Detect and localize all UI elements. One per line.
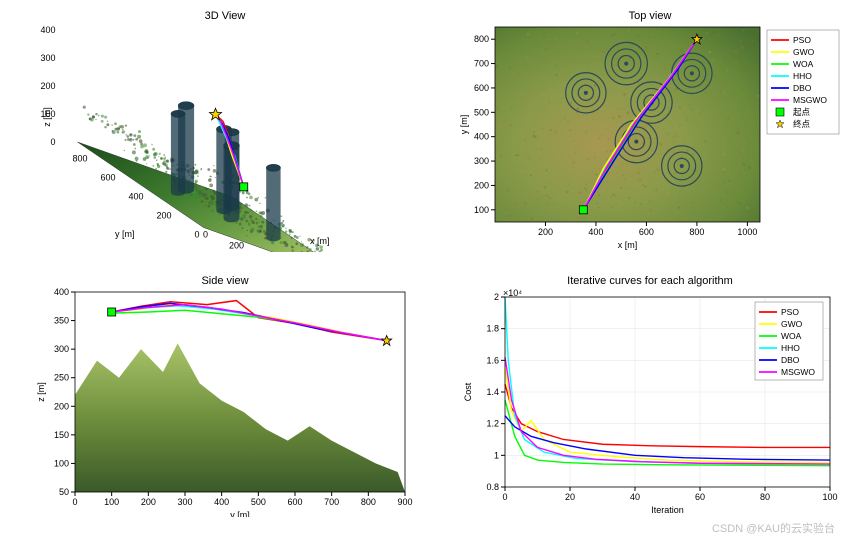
panel-3d: 3D View 0100200300400z [m]0200400600800y… [30,10,420,255]
panel-curves: Iterative curves for each algorithm 0 20 4… [455,275,845,520]
svg-text:y [m]: y [m] [459,115,469,135]
svg-text:终点: 终点 [793,119,811,129]
svg-text:0: 0 [502,492,507,502]
svg-text:MSGWO: MSGWO [781,367,815,377]
svg-text:z [m]: z [m] [42,107,52,127]
svg-text:0: 0 [194,230,199,240]
svg-text:80: 80 [760,492,770,502]
panel-side: Side view 0 100 200 300 400 500 600 700 800 900 50… [30,275,420,520]
svg-text:1.2: 1.2 [486,419,499,429]
svg-text:800: 800 [474,34,489,44]
svg-text:400: 400 [128,192,143,202]
svg-text:400: 400 [54,287,69,297]
plot-curves: 0 20 40 60 80 100 0.8 1 1.2 1.4 1.6 1.8 2 Iteration Co… [455,287,845,517]
svg-text:800: 800 [689,227,704,237]
svg-text:600: 600 [100,173,115,183]
svg-text:x [m]: x [m] [310,236,330,246]
svg-text:600: 600 [287,497,302,507]
plot-top: 200 400 600 800 1000 100 200 300 400 500 600 700 800… [455,22,845,252]
svg-text:DBO: DBO [781,355,800,365]
svg-text:WOA: WOA [781,331,802,341]
svg-text:100: 100 [822,492,837,502]
svg-text:0: 0 [50,137,55,147]
panel-curves-title: Iterative curves for each algorithm [455,275,845,287]
svg-text:1.4: 1.4 [486,387,499,397]
svg-text:y [m]: y [m] [115,229,135,239]
svg-text:400: 400 [40,25,55,35]
plot-side: 0 100 200 300 400 500 600 700 800 900 50 100 150 200 2… [30,287,420,517]
svg-text:200: 200 [474,180,489,190]
svg-text:起点: 起点 [793,107,811,117]
svg-text:z [m]: z [m] [36,382,46,402]
svg-text:0: 0 [72,497,77,507]
svg-text:800: 800 [72,154,87,164]
svg-text:60: 60 [695,492,705,502]
svg-text:1000: 1000 [737,227,757,237]
svg-text:300: 300 [474,156,489,166]
svg-text:DBO: DBO [793,83,812,93]
svg-text:900: 900 [397,497,412,507]
svg-text:0: 0 [203,230,208,240]
svg-text:x [m]: x [m] [618,240,638,250]
svg-text:400: 400 [214,497,229,507]
svg-text:0.8: 0.8 [486,482,499,492]
svg-text:MSGWO: MSGWO [793,95,827,105]
svg-text:2: 2 [494,292,499,302]
svg-text:200: 200 [229,241,244,251]
svg-text:400: 400 [588,227,603,237]
svg-text:600: 600 [639,227,654,237]
svg-text:y [m]: y [m] [230,510,250,517]
svg-text:×10⁴: ×10⁴ [503,288,522,298]
svg-text:600: 600 [474,83,489,93]
svg-text:HHO: HHO [793,71,812,81]
plot-3d: 0100200300400z [m]0200400600800y [m]0200… [30,22,420,252]
panel-3d-title: 3D View [30,10,420,22]
svg-text:500: 500 [251,497,266,507]
svg-text:HHO: HHO [781,343,800,353]
svg-text:350: 350 [54,316,69,326]
figure-area: 3D View 0100200300400z [m]0200400600800y… [0,0,865,541]
svg-text:WOA: WOA [793,59,814,69]
svg-text:200: 200 [141,497,156,507]
svg-text:40: 40 [630,492,640,502]
svg-text:1: 1 [494,450,499,460]
svg-text:150: 150 [54,430,69,440]
svg-text:Iteration: Iteration [651,505,684,515]
svg-text:300: 300 [177,497,192,507]
svg-text:200: 200 [54,401,69,411]
svg-text:20: 20 [565,492,575,502]
svg-text:500: 500 [474,107,489,117]
svg-text:100: 100 [104,497,119,507]
svg-text:1.8: 1.8 [486,324,499,334]
svg-text:PSO: PSO [793,35,811,45]
panel-top: Top view 200 400 600 800 1000 100 200 300 400 500… [455,10,845,255]
watermark: CSDN @KAU的云实验台 [712,520,835,536]
svg-text:700: 700 [474,59,489,69]
svg-text:200: 200 [156,211,171,221]
svg-text:300: 300 [54,344,69,354]
svg-text:100: 100 [54,458,69,468]
svg-text:800: 800 [361,497,376,507]
svg-text:50: 50 [59,487,69,497]
panel-side-title: Side view [30,275,420,287]
panel-top-title: Top view [455,10,845,22]
svg-text:Cost: Cost [463,382,473,401]
svg-text:700: 700 [324,497,339,507]
svg-text:250: 250 [54,373,69,383]
svg-text:GWO: GWO [781,319,803,329]
svg-text:100: 100 [474,205,489,215]
svg-text:300: 300 [40,53,55,63]
svg-text:200: 200 [40,81,55,91]
svg-text:200: 200 [538,227,553,237]
svg-text:PSO: PSO [781,307,799,317]
svg-text:400: 400 [474,132,489,142]
svg-text:1.6: 1.6 [486,355,499,365]
svg-text:400: 400 [260,252,275,253]
svg-text:GWO: GWO [793,47,815,57]
